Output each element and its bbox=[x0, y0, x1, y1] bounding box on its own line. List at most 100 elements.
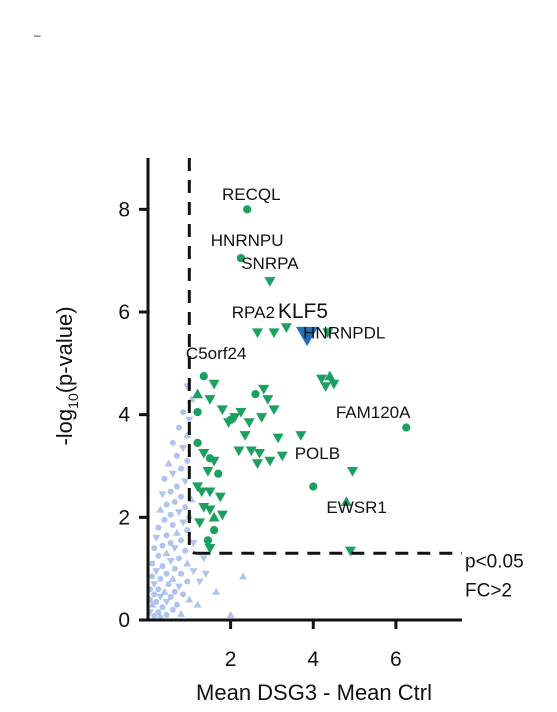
data-point-not_significant-23 bbox=[156, 505, 165, 513]
data-point-significant-31 bbox=[256, 413, 268, 423]
data-point-significant-16 bbox=[328, 379, 340, 390]
data-point-not_significant-68 bbox=[167, 593, 174, 600]
gene-label-hnrnpdl: HNRNPDL bbox=[303, 324, 385, 343]
data-point-significant-57 bbox=[203, 536, 213, 545]
data-point-not_significant-25 bbox=[167, 511, 174, 518]
data-point-not_significant-55 bbox=[168, 574, 177, 582]
gene-label-rpa2: RPA2 bbox=[232, 303, 275, 322]
data-point-not_significant-13 bbox=[161, 475, 168, 482]
data-point-not_significant-35 bbox=[178, 537, 185, 544]
data-point-not_significant-12 bbox=[168, 470, 177, 478]
data-point-significant-1 bbox=[236, 253, 246, 263]
data-point-not_significant-34 bbox=[152, 534, 161, 542]
data-point-not_significant-67 bbox=[156, 593, 165, 601]
y-tick-label-0: 0 bbox=[118, 609, 130, 632]
data-point-not_significant-88 bbox=[226, 610, 235, 618]
y-tick-label-8: 8 bbox=[118, 198, 130, 221]
data-point-significant-19 bbox=[192, 388, 204, 399]
data-point-significant-44 bbox=[208, 456, 220, 467]
data-point-significant-18 bbox=[208, 379, 220, 390]
data-point-not_significant-9 bbox=[184, 457, 191, 464]
x-tick-label-2: 2 bbox=[225, 648, 237, 671]
data-point-significant-8 bbox=[347, 467, 359, 477]
data-point-not_significant-43 bbox=[155, 552, 162, 559]
data-point-not_significant-42 bbox=[162, 549, 171, 557]
threshold-label-0: p<0.05 bbox=[465, 551, 524, 572]
data-point-not_significant-54 bbox=[149, 573, 156, 580]
data-point-not_significant-28 bbox=[179, 519, 188, 527]
data-point-significant-17 bbox=[199, 372, 208, 381]
data-point-not_significant-81 bbox=[177, 609, 186, 617]
data-point-significant-33 bbox=[226, 415, 235, 424]
data-point-not_significant-65 bbox=[180, 591, 187, 598]
data-point-significant-34 bbox=[272, 433, 284, 444]
gene-label-snrpa: SNRPA bbox=[241, 254, 299, 273]
data-point-not_significant-32 bbox=[172, 528, 181, 536]
data-point-significant-52 bbox=[204, 505, 216, 516]
data-point-significant-55 bbox=[194, 518, 206, 528]
data-point-not_significant-29 bbox=[169, 522, 176, 529]
data-point-significant-14 bbox=[324, 370, 336, 381]
data-point-not_significant-20 bbox=[171, 498, 178, 505]
data-point-significant-7 bbox=[402, 423, 411, 432]
data-point-significant-50 bbox=[214, 492, 226, 503]
x-axis-title: Mean DSG3 - Mean Ctrl bbox=[196, 680, 432, 705]
data-point-not_significant-59 bbox=[165, 581, 172, 588]
data-point-not_significant-37 bbox=[167, 540, 174, 546]
y-axis-title: -log10(p-value) bbox=[52, 306, 81, 445]
data-point-not_significant-48 bbox=[159, 563, 166, 570]
data-point-not_significant-33 bbox=[163, 532, 170, 539]
data-point-significant-22 bbox=[216, 405, 228, 416]
data-point-not_significant-51 bbox=[178, 570, 185, 577]
data-point-significant-10 bbox=[344, 546, 356, 557]
data-point-not_significant-15 bbox=[173, 483, 180, 490]
data-point-significant-30 bbox=[268, 405, 280, 416]
data-point-not_significant-52 bbox=[189, 568, 198, 576]
data-point-not_significant-40 bbox=[151, 545, 158, 552]
data-point-not_significant-10 bbox=[164, 459, 173, 467]
data-point-significant-47 bbox=[192, 482, 204, 493]
data-point-not_significant-6 bbox=[169, 439, 176, 446]
data-point-significant-27 bbox=[251, 390, 260, 399]
data-point-not_significant-7 bbox=[179, 445, 188, 453]
gene-label-c5orf24: C5orf24 bbox=[186, 344, 246, 363]
data-point-not_significant-74 bbox=[148, 600, 157, 608]
data-point-significant-56 bbox=[209, 526, 219, 535]
data-point-not_significant-47 bbox=[183, 559, 192, 567]
data-point-not_significant-8 bbox=[173, 452, 180, 459]
data-point-not_significant-71 bbox=[153, 599, 160, 606]
data-point-not_significant-60 bbox=[174, 583, 183, 591]
data-point-significant-36 bbox=[245, 446, 257, 457]
data-point-not_significant-72 bbox=[162, 599, 171, 607]
data-point-not_significant-75 bbox=[159, 604, 166, 611]
data-point-not_significant-38 bbox=[159, 542, 166, 549]
data-point-significant-6 bbox=[322, 328, 334, 339]
corner-mark: – bbox=[34, 28, 41, 42]
data-point-not_significant-89 bbox=[239, 572, 248, 580]
data-point-not_significant-14 bbox=[181, 478, 190, 486]
gene-label-fam120a: FAM120A bbox=[336, 403, 411, 422]
data-point-not_significant-83 bbox=[201, 570, 210, 578]
data-point-significant-48 bbox=[196, 487, 208, 498]
data-point-not_significant-86 bbox=[195, 578, 204, 586]
data-point-not_significant-70 bbox=[185, 595, 194, 603]
data-point-not_significant-22 bbox=[182, 504, 189, 511]
data-point-not_significant-84 bbox=[193, 600, 202, 608]
data-point-significant-54 bbox=[208, 511, 220, 522]
data-point-significant-49 bbox=[204, 487, 216, 498]
data-point-significant-41 bbox=[193, 438, 202, 448]
data-point-not_significant-73 bbox=[173, 601, 180, 608]
data-point-not_significant-2 bbox=[180, 409, 187, 416]
data-point-not_significant-49 bbox=[171, 565, 178, 572]
data-point-not_significant-63 bbox=[160, 587, 169, 595]
axes-layer: 0 2 4 6 8 2 4 6 Mean DSG3 - Mean Ctrl -log10(p-va… bbox=[52, 158, 462, 705]
data-point-significant-28 bbox=[258, 384, 270, 395]
data-point-significant-38 bbox=[254, 449, 266, 459]
data-point-significant-46 bbox=[214, 469, 223, 478]
data-point-not_significant-56 bbox=[157, 575, 164, 582]
data-point-significant-58 bbox=[204, 544, 216, 554]
data-point-not_significant-41 bbox=[182, 547, 189, 554]
data-point-significant-53 bbox=[216, 510, 228, 521]
gene-label-klf5: KLF5 bbox=[278, 300, 328, 323]
x-tick-label-4: 4 bbox=[307, 648, 319, 671]
